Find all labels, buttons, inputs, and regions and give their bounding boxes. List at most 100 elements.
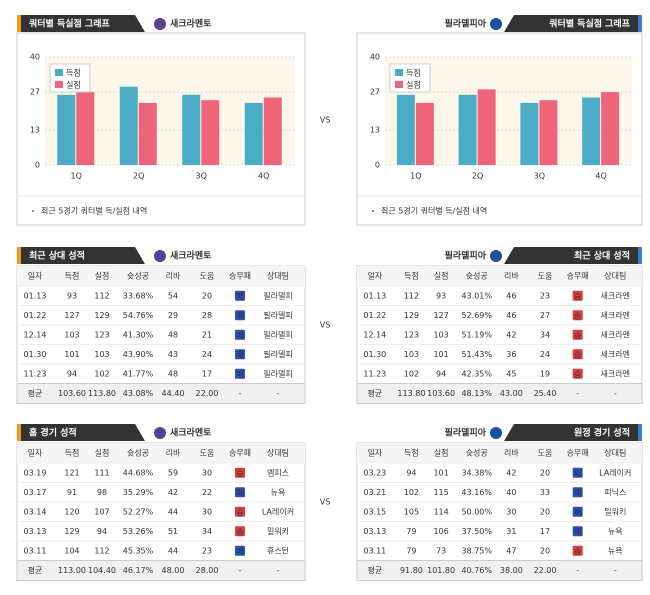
header-tab [17, 424, 145, 441]
section-title: 원정 경기 성적 [574, 427, 630, 439]
table-cell: 103 [433, 330, 448, 339]
table-cell: 42.35% [461, 369, 492, 378]
legend-label: 실점 [406, 80, 421, 90]
table-cell: 새크라멘 [601, 330, 630, 339]
table-cell: 48 [168, 369, 178, 378]
column-header: 리바 [166, 271, 181, 281]
average-row [16, 383, 306, 404]
table-cell: 112 [404, 291, 419, 300]
bar [263, 97, 282, 165]
table-cell: 45.35% [123, 546, 154, 555]
column-header: 슛성공 [466, 272, 488, 281]
column-header: 승무패 [229, 448, 251, 458]
average-cell: 113.00 [58, 566, 86, 575]
table-cell: 20 [540, 507, 550, 516]
average-cell: 38.00 [500, 566, 523, 575]
table-head [357, 266, 642, 286]
table-cell: 21 [202, 330, 212, 339]
table-cell: 93 [436, 291, 446, 300]
table-cell: 휴스턴 [267, 545, 289, 555]
table-cell: 102 [94, 369, 109, 378]
table-cell: 105 [404, 507, 419, 516]
vs-label: VS [320, 116, 331, 125]
y-tick-label: 13 [30, 125, 40, 134]
table-cell: 밀워키 [604, 507, 626, 516]
bar [244, 102, 263, 165]
result-icon [235, 467, 245, 478]
column-header: 리바 [504, 448, 519, 458]
column-header: 득점 [404, 448, 419, 458]
result-icon [572, 329, 583, 340]
table-cell: 03.17 [24, 488, 47, 497]
average-cell: - [239, 389, 242, 398]
table-cell: 11.23 [363, 369, 386, 378]
result-icon [572, 349, 583, 360]
average-cell: 91.80 [400, 566, 423, 575]
table-cell: 12.14 [24, 330, 47, 339]
average-cell: 22.00 [534, 566, 557, 575]
bar [458, 94, 477, 165]
average-cell: 113.80 [88, 389, 116, 398]
table-cell: 20 [540, 468, 550, 477]
bar [57, 94, 76, 165]
average-cell: - [614, 389, 617, 398]
vs-label: VS [320, 498, 331, 507]
table-cell: 20 [540, 546, 550, 555]
result-icon [235, 310, 245, 321]
column-header: 일자 [367, 449, 382, 458]
result-text: 패 [236, 369, 243, 379]
tab-stripe [17, 15, 21, 32]
x-tick-label: 3Q [196, 172, 207, 181]
average-cell: - [576, 389, 579, 398]
result-text: 승 [574, 311, 581, 320]
result-icon [235, 349, 245, 360]
table-cell: 94 [436, 369, 446, 378]
table-cell: 79 [406, 546, 416, 555]
table-cell: 38.75% [461, 546, 492, 555]
x-tick-label: 2Q [133, 172, 144, 181]
table-cell: 34 [540, 330, 550, 339]
table-cell: 41.30% [123, 330, 154, 339]
column-header: 실점 [95, 271, 110, 281]
table-cell: 01.22 [363, 311, 386, 320]
result-icon [572, 526, 583, 537]
average-cell: 103.60 [427, 389, 455, 398]
table-cell: 43.01% [461, 291, 492, 300]
table-cell: 45 [506, 369, 516, 378]
table-cell: 120 [64, 507, 79, 516]
table-cell: 35.29% [123, 488, 154, 497]
table-cell: 33 [540, 488, 550, 497]
bar [201, 100, 220, 165]
table-cell: 11.23 [24, 369, 47, 378]
average-cell: 43.08% [123, 389, 154, 398]
column-header: 슛성공 [127, 272, 149, 281]
table-cell: 27 [540, 311, 550, 320]
table-cell: 127 [433, 311, 448, 320]
column-header: 실점 [95, 448, 110, 458]
column-header: 도움 [538, 449, 553, 458]
result-text: 승 [574, 370, 581, 379]
average-cell: 113.80 [397, 389, 425, 398]
average-cell: 46.17% [123, 566, 154, 575]
column-header: 슛성공 [127, 449, 149, 458]
column-header: 도움 [200, 449, 215, 458]
average-cell: 43.00 [500, 389, 523, 398]
table-cell: LA레이커 [262, 506, 294, 516]
x-tick-label: 1Q [71, 172, 82, 181]
result-text: 패 [236, 487, 243, 497]
result-text: 패 [236, 349, 243, 359]
table-cell: 03.15 [363, 507, 386, 516]
table-frame [16, 442, 306, 581]
average-cell: 103.60 [58, 389, 86, 398]
table-cell: 03.14 [24, 507, 47, 516]
table-cell: 53.26% [123, 527, 154, 536]
average-cell: - [614, 566, 617, 575]
table-cell: 93 [67, 291, 77, 300]
average-cell: 104.40 [88, 566, 116, 575]
table-cell: 34.38% [461, 468, 492, 477]
table-cell: 102 [404, 488, 419, 497]
table-cell: 뉴욕 [608, 546, 623, 555]
table-cell: 밀워키 [267, 527, 289, 536]
table-cell: 44 [168, 546, 178, 555]
table-cell: 필라델피 [263, 349, 292, 359]
